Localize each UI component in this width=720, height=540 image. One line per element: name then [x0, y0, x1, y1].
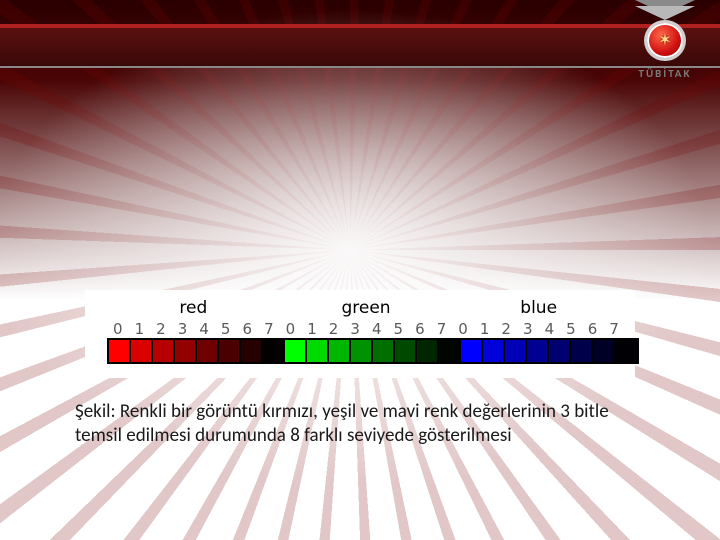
color-swatch: [131, 340, 153, 362]
level-index: 1: [474, 320, 496, 338]
color-swatch: [395, 340, 417, 362]
color-swatch: [593, 340, 615, 362]
level-index: 5: [388, 320, 410, 338]
level-index: 7: [603, 320, 625, 338]
channel-label-green: green: [280, 298, 453, 318]
color-swatch: [373, 340, 395, 362]
color-swatch: [549, 340, 571, 362]
color-swatch: [197, 340, 219, 362]
logo-roundel-icon: ✶: [644, 20, 686, 61]
color-swatch: [241, 340, 263, 362]
level-index: 6: [236, 320, 258, 338]
color-swatch: [461, 340, 483, 362]
level-index: 3: [172, 320, 194, 338]
logo-chevron-icon: [635, 0, 695, 24]
level-index: 2: [495, 320, 517, 338]
star-icon: ✶: [658, 30, 671, 50]
org-name: TÜBİTAK: [639, 67, 692, 80]
color-swatch: [615, 340, 637, 362]
level-index: 2: [323, 320, 345, 338]
index-row: 012345670123456701234567: [107, 320, 625, 338]
level-index: 3: [517, 320, 539, 338]
color-swatch: [175, 340, 197, 362]
level-index: 4: [539, 320, 561, 338]
channel-label-red: red: [107, 298, 280, 318]
level-index: 6: [582, 320, 604, 338]
figure-caption: Şekil: Renkli bir görüntü kırmızı, yeşil…: [75, 400, 655, 448]
color-swatch: [307, 340, 329, 362]
level-index: 0: [280, 320, 302, 338]
level-index: 5: [560, 320, 582, 338]
level-index: 4: [193, 320, 215, 338]
level-index: 1: [301, 320, 323, 338]
color-swatch: [153, 340, 175, 362]
level-index: 5: [215, 320, 237, 338]
level-index: 3: [344, 320, 366, 338]
color-swatch: [505, 340, 527, 362]
channel-label-blue: blue: [452, 298, 625, 318]
header-bar: [0, 24, 720, 68]
color-levels-figure: red green blue 012345670123456701234567: [85, 290, 635, 378]
level-index: 7: [258, 320, 280, 338]
color-swatch: [571, 340, 593, 362]
swatch-strip: [107, 338, 639, 364]
color-swatch: [439, 340, 461, 362]
level-index: 7: [431, 320, 453, 338]
color-swatch: [263, 340, 285, 362]
org-logo: ✶ TÜBİTAK: [620, 0, 710, 80]
color-swatch: [351, 340, 373, 362]
slide: ✶ TÜBİTAK red green blue 012345670123456…: [0, 0, 720, 540]
level-index: 6: [409, 320, 431, 338]
color-swatch: [329, 340, 351, 362]
color-swatch: [527, 340, 549, 362]
channel-labels-row: red green blue: [107, 298, 625, 318]
level-index: 4: [366, 320, 388, 338]
level-index: 0: [452, 320, 474, 338]
color-swatch: [109, 340, 131, 362]
color-swatch: [483, 340, 505, 362]
level-index: 1: [129, 320, 151, 338]
color-swatch: [219, 340, 241, 362]
color-swatch: [285, 340, 307, 362]
color-swatch: [417, 340, 439, 362]
level-index: 0: [107, 320, 129, 338]
level-index: 2: [150, 320, 172, 338]
